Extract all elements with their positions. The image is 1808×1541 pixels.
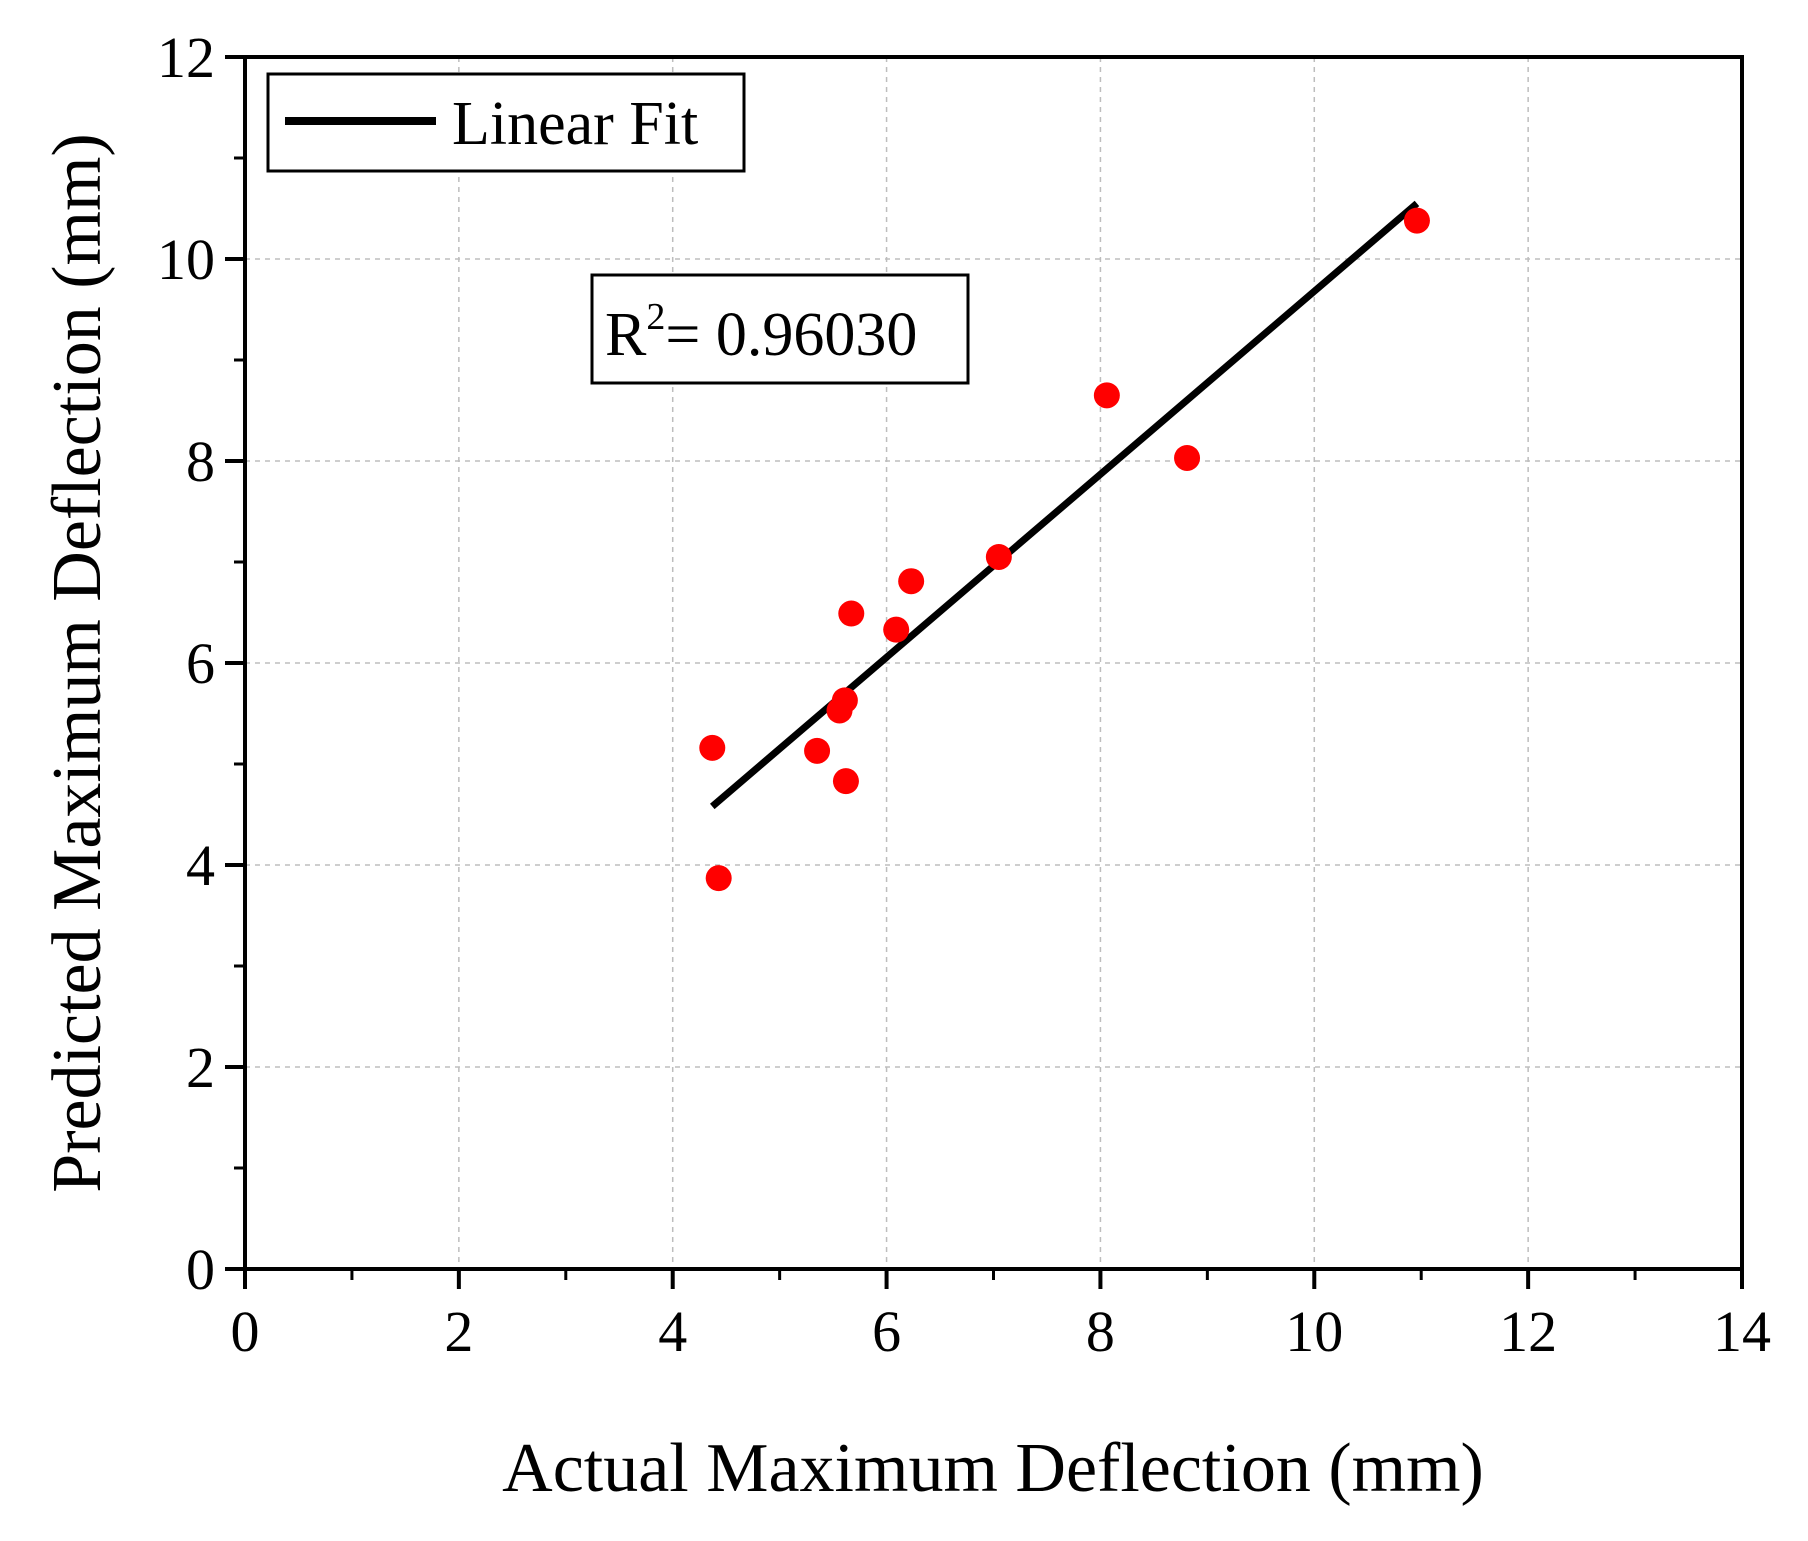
x-tick-label: 8 [1086, 1299, 1115, 1364]
y-tick-label: 0 [186, 1237, 215, 1302]
data-point [699, 734, 726, 761]
annotation-sup: 2 [646, 296, 665, 338]
y-tick-label: 12 [157, 25, 215, 90]
data-point [898, 568, 925, 595]
y-axis-title: Predicted Maximum Deflection (mm) [39, 133, 116, 1192]
axis-ticks [225, 55, 1744, 1289]
y-tick-label: 2 [186, 1035, 215, 1100]
grid [245, 57, 1742, 1269]
r-squared-annotation: R2= 0.96030 [590, 273, 970, 385]
data-point [838, 600, 865, 627]
x-tick-label: 12 [1499, 1299, 1557, 1364]
data-point [985, 543, 1012, 570]
data-point [883, 616, 910, 643]
x-tick-label: 14 [1713, 1299, 1771, 1364]
data-points [699, 207, 1430, 892]
legend: Linear Fit [266, 72, 746, 173]
data-point [832, 768, 859, 795]
x-tick-label: 10 [1285, 1299, 1343, 1364]
annotation-text: R2= 0.96030 [605, 296, 917, 369]
annotation-value: = 0.96030 [665, 301, 917, 369]
y-tick-labels: 0 2 4 6 8 10 12 [157, 25, 215, 1302]
y-tick-label: 6 [186, 631, 215, 696]
data-point [831, 687, 858, 714]
y-tick-label: 4 [186, 833, 215, 898]
data-point [705, 865, 732, 892]
data-point [804, 737, 831, 764]
x-tick-label: 6 [872, 1299, 901, 1364]
y-tick-label: 8 [186, 429, 215, 494]
data-point [1093, 382, 1120, 409]
x-tick-label: 2 [444, 1299, 473, 1364]
y-tick-label: 10 [157, 227, 215, 292]
x-tick-labels: 0 2 4 6 8 10 12 14 [231, 1299, 1772, 1364]
x-tick-label: 4 [658, 1299, 687, 1364]
legend-label: Linear Fit [452, 90, 698, 158]
annotation-box [590, 273, 970, 385]
x-tick-label: 0 [231, 1299, 260, 1364]
annotation-r: R [605, 301, 647, 369]
data-point [1403, 207, 1430, 234]
data-point [1174, 444, 1201, 471]
x-axis-title: Actual Maximum Deflection (mm) [502, 1430, 1484, 1507]
